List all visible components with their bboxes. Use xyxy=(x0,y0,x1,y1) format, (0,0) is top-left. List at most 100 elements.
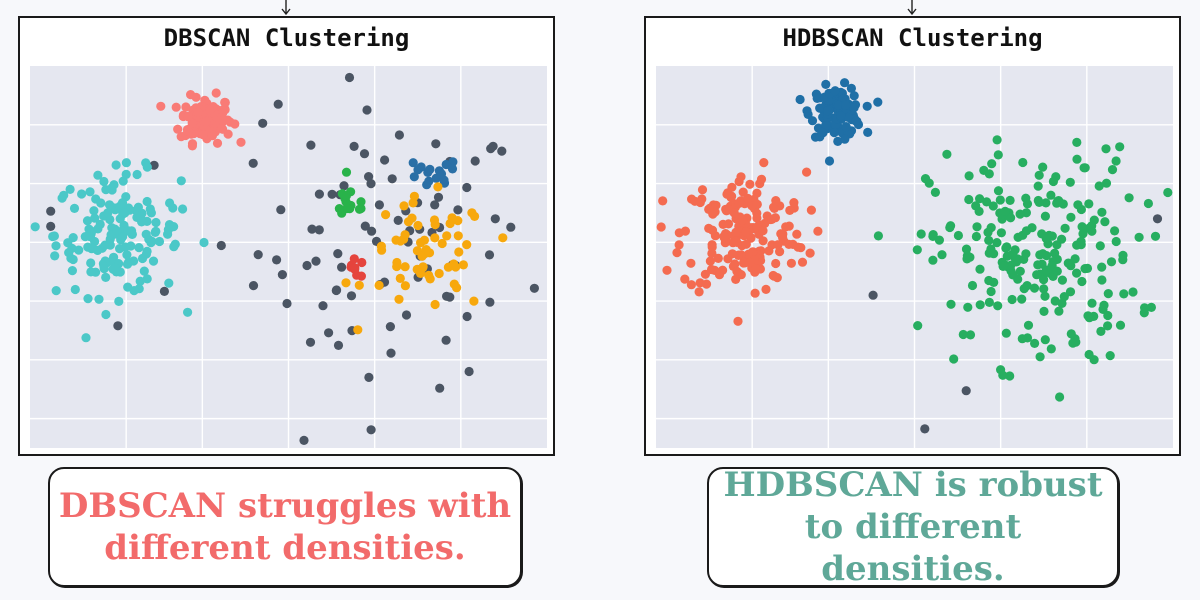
cluster-5-point xyxy=(498,233,508,243)
cluster-0-point xyxy=(183,126,193,136)
cluster-1-point xyxy=(686,258,696,268)
cluster-0-point xyxy=(186,90,196,100)
cluster-0-point xyxy=(851,116,861,126)
noise-point xyxy=(401,310,412,320)
cluster-0-point xyxy=(156,101,166,111)
cluster-1-point xyxy=(50,251,60,261)
cluster-5-point xyxy=(452,283,462,293)
cluster-1-point xyxy=(86,258,96,268)
cluster-1-point xyxy=(114,296,124,306)
cluster-5-point xyxy=(424,270,434,280)
noise-point xyxy=(453,205,463,215)
noise-point xyxy=(216,240,226,251)
cluster-5-point xyxy=(353,325,363,335)
cluster-1-point xyxy=(752,188,762,198)
cluster-2-point xyxy=(1095,241,1105,251)
cluster-5-point xyxy=(437,238,447,249)
hdbscan-panel: HDBSCAN Clustering xyxy=(644,16,1181,456)
cluster-5-point xyxy=(395,236,406,246)
cluster-3-point xyxy=(350,263,360,273)
cluster-1-point xyxy=(713,253,723,263)
cluster-1-point xyxy=(132,169,142,180)
noise-point xyxy=(431,139,441,149)
cluster-2-point xyxy=(1110,226,1120,236)
cluster-1-point xyxy=(656,222,666,232)
cluster-2-point xyxy=(983,227,993,237)
cluster-0-point xyxy=(198,130,208,140)
cluster-1-point xyxy=(121,169,131,179)
noise-point xyxy=(470,156,480,166)
cluster-1-point xyxy=(701,279,712,289)
cluster-2-point xyxy=(996,228,1006,238)
cluster-2-point xyxy=(1046,190,1056,200)
noise-point xyxy=(339,181,349,191)
noise-point xyxy=(462,311,472,322)
cluster-2-point xyxy=(993,186,1004,196)
noise-point xyxy=(311,256,321,266)
cluster-2-point xyxy=(913,321,923,331)
cluster-1-point xyxy=(109,180,119,190)
cluster-5-point xyxy=(381,210,391,220)
cluster-5-point xyxy=(341,278,351,288)
cluster-1-point xyxy=(85,232,95,242)
cluster-5-point xyxy=(403,217,414,227)
cluster-0-point xyxy=(212,138,223,148)
cluster-2-point xyxy=(1100,217,1110,227)
cluster-1-point xyxy=(758,226,768,236)
cluster-1-point xyxy=(121,158,131,168)
cluster-5-point xyxy=(399,201,409,211)
cluster-1-point xyxy=(122,250,132,260)
cluster-2-point xyxy=(961,244,972,254)
cluster-2-point xyxy=(964,171,974,181)
cluster-0-point xyxy=(830,86,840,96)
cluster-5-point xyxy=(417,251,427,261)
cluster-2-point xyxy=(1066,261,1076,271)
noise-point xyxy=(344,72,355,83)
noise-point xyxy=(464,366,474,377)
cluster-2-point xyxy=(356,197,366,207)
noise-point xyxy=(490,214,500,224)
cluster-1-point xyxy=(745,257,755,268)
cluster-2-point xyxy=(984,235,994,245)
noise-point xyxy=(393,215,403,225)
cluster-2-point xyxy=(1080,264,1090,274)
cluster-2-point xyxy=(1103,289,1113,299)
cluster-2-point xyxy=(1057,234,1067,244)
cluster-1-point xyxy=(134,243,144,253)
cluster-1-point xyxy=(135,276,145,286)
cluster-1-point xyxy=(731,227,741,237)
cluster-2-point xyxy=(1000,206,1010,216)
cluster-2-point xyxy=(1048,176,1058,187)
cluster-2-point xyxy=(975,264,985,274)
noise-point xyxy=(529,283,539,293)
cluster-2-point xyxy=(341,191,351,201)
cluster-5-point xyxy=(429,215,440,225)
cluster-5-point xyxy=(434,268,444,279)
cluster-2-point xyxy=(1027,223,1037,233)
hdbscan-scatter xyxy=(656,66,1173,448)
cluster-1-point xyxy=(792,229,802,239)
noise-point xyxy=(506,222,516,232)
cluster-5-point xyxy=(442,231,452,241)
noise-point xyxy=(485,297,495,307)
cluster-0-point xyxy=(840,78,850,88)
noise-point xyxy=(364,172,374,182)
cluster-2-point xyxy=(1001,328,1011,338)
cluster-1-point xyxy=(133,202,143,212)
cluster-1-point xyxy=(101,272,111,282)
cluster-2-point xyxy=(1077,276,1087,287)
hdbscan-plot-area xyxy=(656,66,1173,448)
cluster-1-point xyxy=(118,232,128,242)
cluster-2-point xyxy=(1103,321,1113,331)
hdbscan-callout-line1: HDBSCAN is robust xyxy=(723,465,1103,505)
cluster-1-point xyxy=(706,264,717,275)
cluster-2-point xyxy=(1046,344,1056,354)
noise-point xyxy=(306,140,316,150)
cluster-2-point xyxy=(937,250,947,260)
noise-point xyxy=(46,206,56,216)
cluster-1-point xyxy=(68,254,78,265)
cluster-2-point xyxy=(916,229,926,239)
cluster-2-point xyxy=(963,302,973,312)
cluster-2-point xyxy=(1041,198,1051,208)
cluster-0-point xyxy=(171,102,181,112)
